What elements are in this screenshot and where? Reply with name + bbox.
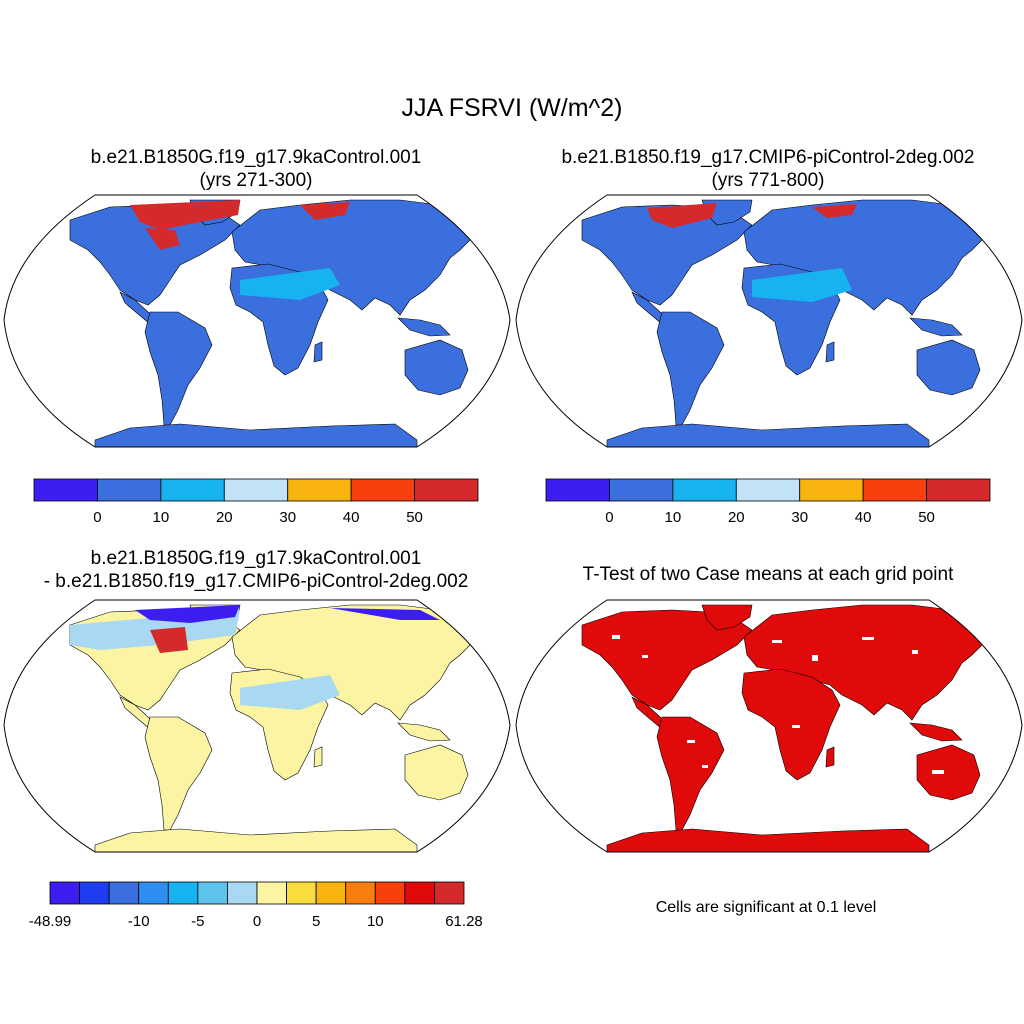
panel-case1-title-line2: (yrs 271-300) bbox=[199, 170, 313, 191]
panel-ttest-title: T-Test of two Case means at each grid po… bbox=[582, 564, 954, 585]
case2-arctic-high bbox=[647, 203, 717, 228]
case1-hudson-high bbox=[145, 228, 180, 250]
panel-case1-title: b.e21.B1850G.f19_g17.9kaControl.001 (yrs… bbox=[91, 146, 422, 192]
colorbar-case2-swatch bbox=[609, 478, 674, 502]
colorbar-case1-swatch bbox=[33, 478, 98, 502]
colorbar-case1-swatch bbox=[97, 478, 162, 502]
colorbar-case2-swatch bbox=[735, 478, 801, 502]
ttest-note: Cells are significant at 0.1 level bbox=[655, 899, 877, 916]
diff-desert-region bbox=[240, 675, 340, 710]
colorbar-diff: -48.99 -10 -5 0 5 10 61.28 bbox=[29, 881, 483, 930]
colorbar-diff-swatch bbox=[227, 881, 258, 905]
colorbar-diff-swatch bbox=[108, 881, 140, 905]
colorbar-case1-tick-label: 30 bbox=[279, 509, 296, 526]
colorbar-diff-swatch bbox=[404, 881, 435, 905]
colorbar-diff-swatch bbox=[138, 881, 169, 905]
colorbar-case2-swatch bbox=[926, 478, 991, 502]
colorbar-case1-tick-label: 50 bbox=[406, 509, 423, 526]
colorbar-case2-swatch bbox=[799, 478, 864, 502]
colorbar-case2-tick-label: 10 bbox=[665, 509, 682, 526]
panel-case2-title-line2: (yrs 771-800) bbox=[711, 170, 825, 191]
colorbar-diff-swatch bbox=[167, 881, 199, 905]
colorbar-diff-swatch bbox=[197, 881, 228, 905]
colorbar-diff-swatch bbox=[345, 881, 376, 905]
colorbar-case2-tick-label: 30 bbox=[791, 509, 808, 526]
colorbar-case2-tick-label: 0 bbox=[605, 509, 613, 526]
ttest-nonsignificant-cells bbox=[612, 635, 944, 774]
panel-diff-title-line1: b.e21.B1850G.f19_g17.9kaControl.001 bbox=[90, 548, 422, 569]
main-title: JJA FSRVI (W/m^2) bbox=[401, 94, 623, 122]
case1-arctic-high bbox=[130, 200, 240, 230]
map-diff bbox=[3, 599, 511, 853]
colorbar-diff-swatch bbox=[374, 881, 406, 905]
map-ttest bbox=[515, 599, 1023, 853]
case1-siberia-high bbox=[300, 202, 350, 220]
colorbar-case1-swatch bbox=[160, 478, 225, 502]
map-case1 bbox=[3, 194, 511, 448]
colorbar-case2: 0 10 20 30 40 50 bbox=[545, 478, 991, 526]
case2-land bbox=[581, 199, 988, 447]
colorbar-diff-tick-label: -48.99 bbox=[29, 913, 72, 930]
colorbar-case1-tick-label: 10 bbox=[153, 509, 170, 526]
case2-desert-region bbox=[752, 268, 852, 302]
colorbar-diff-swatch bbox=[315, 881, 347, 905]
panel-case2-title: b.e21.B1850.f19_g17.CMIP6-piControl-2deg… bbox=[561, 146, 974, 192]
colorbar-case1-tick-label: 40 bbox=[343, 509, 360, 526]
case1-land bbox=[69, 199, 476, 447]
case1-desert-region bbox=[240, 268, 340, 300]
colorbar-case2-tick-label: 50 bbox=[918, 509, 935, 526]
colorbar-diff-swatch bbox=[256, 881, 287, 905]
colorbar-case2-tick-label: 20 bbox=[728, 509, 745, 526]
colorbar-case1-tick-label: 20 bbox=[216, 509, 233, 526]
ttest-significant-cells bbox=[581, 604, 988, 852]
colorbar-case1-tick-label: 0 bbox=[93, 509, 101, 526]
colorbar-case1-swatch bbox=[223, 478, 289, 502]
colorbar-diff-tick-label: -5 bbox=[191, 913, 204, 930]
colorbar-diff-tick-label: 5 bbox=[312, 913, 320, 930]
colorbar-diff-swatch bbox=[49, 881, 80, 905]
colorbar-case1-swatch bbox=[414, 478, 479, 502]
colorbar-diff-swatch bbox=[79, 881, 110, 905]
map-case2 bbox=[515, 194, 1023, 448]
diff-arctic-blue bbox=[135, 605, 240, 623]
case2-siberia-high bbox=[812, 204, 857, 218]
panel-case1-title-line1: b.e21.B1850G.f19_g17.9kaControl.001 bbox=[90, 147, 422, 168]
colorbar-diff-swatch bbox=[286, 881, 317, 905]
diff-hudson-red bbox=[150, 627, 188, 653]
colorbar-diff-swatch bbox=[434, 881, 465, 905]
panel-case2-title-line1: b.e21.B1850.f19_g17.CMIP6-piControl-2deg… bbox=[561, 147, 975, 168]
diff-siberia-blue bbox=[330, 608, 440, 620]
colorbar-case2-swatch bbox=[862, 478, 927, 502]
colorbar-diff-tick-label: 0 bbox=[253, 913, 261, 930]
colorbar-case1-swatch bbox=[350, 478, 415, 502]
colorbar-case2-tick-label: 40 bbox=[855, 509, 872, 526]
panel-diff-title-line2: - b.e21.B1850.f19_g17.CMIP6-piControl-2d… bbox=[43, 571, 469, 592]
panel-diff-title: b.e21.B1850G.f19_g17.9kaControl.001 - b.… bbox=[44, 547, 469, 593]
colorbar-case2-swatch bbox=[672, 478, 737, 502]
colorbar-case1: 0 10 20 30 40 50 bbox=[33, 478, 479, 526]
colorbar-diff-tick-label: 10 bbox=[367, 913, 384, 930]
colorbar-diff-tick-label: -10 bbox=[128, 913, 150, 930]
colorbar-case1-swatch bbox=[287, 478, 352, 502]
colorbar-case2-swatch bbox=[545, 478, 610, 502]
colorbar-diff-tick-label: 61.28 bbox=[445, 913, 483, 930]
